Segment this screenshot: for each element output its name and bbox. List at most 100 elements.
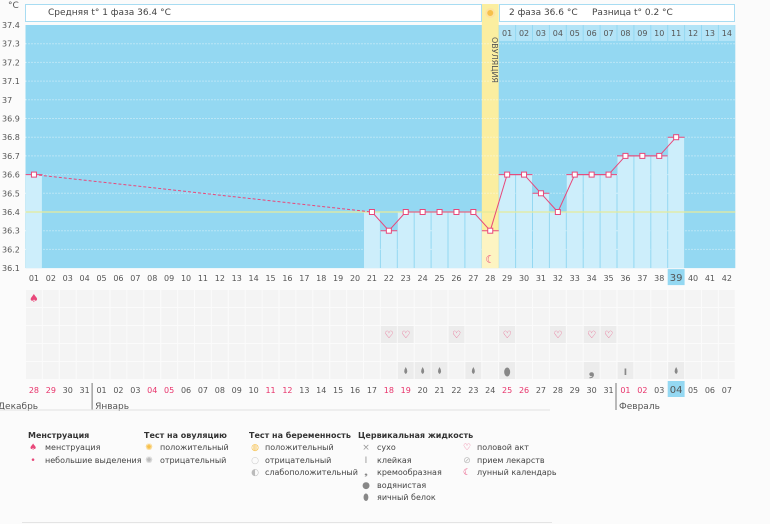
cycle-day[interactable]: 09: [164, 274, 174, 283]
calendar-date[interactable]: 19: [401, 386, 411, 395]
cycle-day[interactable]: 05: [96, 274, 106, 283]
calendar-date[interactable]: 17: [367, 386, 377, 395]
cycle-day[interactable]: 40: [688, 274, 698, 283]
calendar-date[interactable]: 15: [333, 386, 343, 395]
cycle-day[interactable]: 39: [670, 273, 683, 284]
calendar-date[interactable]: 01: [96, 386, 106, 395]
calendar-date[interactable]: 10: [249, 386, 259, 395]
cycle-day[interactable]: 38: [654, 274, 664, 283]
calendar-date[interactable]: 13: [299, 386, 309, 395]
calendar-date[interactable]: 07: [722, 386, 732, 395]
calendar-date[interactable]: 27: [536, 386, 546, 395]
cycle-day[interactable]: 26: [451, 274, 461, 283]
temp-bar: [583, 174, 600, 269]
calendar-date[interactable]: 03: [654, 386, 664, 395]
cycle-day[interactable]: 21: [367, 274, 377, 283]
symptom-cell: [26, 308, 42, 325]
cycle-day[interactable]: 18: [316, 274, 326, 283]
cycle-day[interactable]: 19: [333, 274, 343, 283]
calendar-date[interactable]: 28: [553, 386, 563, 395]
cycle-day[interactable]: 11: [198, 274, 208, 283]
cycle-day[interactable]: 23: [401, 274, 411, 283]
calendar-date[interactable]: 29: [46, 386, 56, 395]
calendar-date[interactable]: 04: [670, 385, 683, 396]
calendar-date[interactable]: 16: [350, 386, 360, 395]
calendar-date[interactable]: 02: [113, 386, 123, 395]
symptom-cell: [211, 308, 228, 325]
cycle-day[interactable]: 02: [46, 274, 56, 283]
calendar-date[interactable]: 14: [316, 386, 326, 395]
calendar-date[interactable]: 01: [620, 386, 630, 395]
calendar-date[interactable]: 02: [637, 386, 647, 395]
calendar-date[interactable]: 08: [215, 386, 225, 395]
symptom-cell: [228, 290, 245, 307]
calendar-date[interactable]: 22: [451, 386, 461, 395]
calendar-date[interactable]: 04: [147, 386, 157, 395]
calendar-date[interactable]: 11: [265, 386, 275, 395]
calendar-date[interactable]: 06: [705, 386, 715, 395]
cycle-day[interactable]: 01: [29, 274, 39, 283]
calendar-date[interactable]: 21: [434, 386, 444, 395]
post-ovulation-day-cell: [668, 25, 685, 41]
calendar-date[interactable]: 31: [603, 386, 613, 395]
symptom-cell: [347, 362, 363, 379]
calendar-date[interactable]: 26: [519, 386, 529, 395]
symptom-cell: [685, 362, 701, 379]
calendar-date[interactable]: 05: [688, 386, 698, 395]
cycle-day[interactable]: 04: [80, 274, 90, 283]
calendar-date[interactable]: 31: [80, 386, 90, 395]
calendar-date[interactable]: 25: [502, 386, 512, 395]
cycle-day[interactable]: 42: [722, 274, 732, 283]
cycle-day[interactable]: 30: [519, 274, 529, 283]
calendar-date[interactable]: 28: [29, 386, 39, 395]
calendar-date[interactable]: 03: [130, 386, 140, 395]
moon-legend-icon: ☾: [463, 468, 471, 478]
post-ovulation-day-cell: [566, 25, 583, 41]
cycle-day[interactable]: 03: [63, 274, 73, 283]
cycle-day[interactable]: 06: [113, 274, 123, 283]
symptom-cell: [364, 344, 380, 361]
calendar-date[interactable]: 06: [181, 386, 191, 395]
cycle-day[interactable]: 36: [620, 274, 630, 283]
calendar-date[interactable]: 18: [384, 386, 394, 395]
cycle-day[interactable]: 17: [299, 274, 309, 283]
calendar-date[interactable]: 09: [232, 386, 242, 395]
cycle-day[interactable]: 32: [553, 274, 563, 283]
symptom-cell: [651, 326, 668, 343]
symptom-cell: [195, 290, 211, 307]
cycle-day[interactable]: 14: [249, 274, 259, 283]
cycle-day[interactable]: 22: [384, 274, 394, 283]
symptom-cell: [465, 326, 482, 343]
cycle-day[interactable]: 20: [350, 274, 360, 283]
cycle-day[interactable]: 28: [485, 274, 495, 283]
cycle-day[interactable]: 13: [232, 274, 242, 283]
calendar-date[interactable]: 12: [282, 386, 292, 395]
cycle-day[interactable]: 35: [603, 274, 613, 283]
symptom-cell: [499, 308, 516, 325]
cycle-day[interactable]: 29: [502, 274, 512, 283]
symptom-cell: [364, 362, 380, 379]
cycle-day[interactable]: 27: [468, 274, 478, 283]
cycle-day[interactable]: 12: [215, 274, 225, 283]
calendar-date[interactable]: 24: [485, 386, 495, 395]
cycle-day[interactable]: 31: [536, 274, 546, 283]
cycle-day[interactable]: 33: [570, 274, 580, 283]
calendar-date[interactable]: 20: [418, 386, 428, 395]
calendar-date[interactable]: 23: [468, 386, 478, 395]
cycle-day[interactable]: 10: [181, 274, 191, 283]
cycle-day[interactable]: 16: [282, 274, 292, 283]
calendar-date[interactable]: 29: [570, 386, 580, 395]
calendar-date[interactable]: 30: [63, 386, 73, 395]
calendar-date[interactable]: 05: [164, 386, 174, 395]
month-label: Февраль: [619, 402, 660, 412]
calendar-date[interactable]: 30: [587, 386, 597, 395]
cycle-day[interactable]: 25: [434, 274, 444, 283]
cycle-day[interactable]: 24: [418, 274, 428, 283]
cycle-day[interactable]: 37: [637, 274, 647, 283]
cycle-day[interactable]: 41: [705, 274, 715, 283]
cycle-day[interactable]: 34: [587, 274, 597, 283]
cycle-day[interactable]: 07: [130, 274, 140, 283]
calendar-date[interactable]: 07: [198, 386, 208, 395]
cycle-day[interactable]: 15: [265, 274, 275, 283]
cycle-day[interactable]: 08: [147, 274, 157, 283]
